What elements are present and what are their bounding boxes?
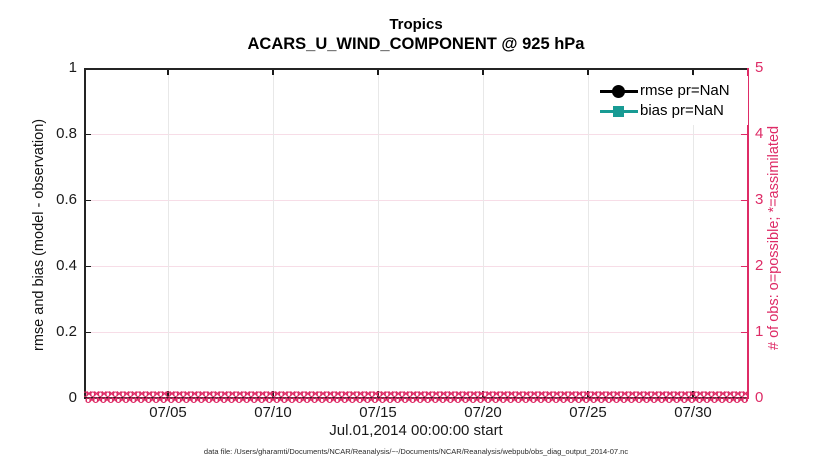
legend-item: rmse pr=NaN [592, 81, 748, 101]
right-axis-tick [741, 199, 748, 201]
axis-spine-left [84, 68, 86, 399]
left-axis-tick-label: 0 [68, 389, 77, 406]
x-axis-tick [377, 391, 379, 398]
x-axis-top-tick [587, 68, 589, 75]
right-y-axis-label: # of obs: o=possible; *=assimilated [766, 125, 782, 350]
left-axis-tick-label: 1 [68, 59, 77, 76]
horizontal-gridline [85, 200, 747, 201]
legend-rmse-circle-icon [612, 85, 625, 98]
left-axis-tick-label: 0.6 [56, 191, 77, 208]
right-axis-tick [741, 133, 748, 135]
assimilated-obs-markers: o×o×o×o×o×o×o×o×o×o×o×o×o×o×o×o×o×o×o×o×… [85, 394, 748, 406]
right-axis-tick-label: 2 [755, 257, 764, 274]
x-axis-tick-label: 07/10 [254, 404, 292, 421]
right-axis-tick-label: 0 [755, 389, 764, 406]
data-file-caption: data file: /Users/gharamti/Documents/NCA… [203, 447, 629, 456]
x-axis-tick-label: 07/30 [674, 404, 712, 421]
left-axis-tick-label: 0.2 [56, 323, 77, 340]
horizontal-gridline [85, 266, 747, 267]
vertical-gridline [273, 69, 274, 397]
left-axis-tick [84, 199, 91, 201]
left-y-axis-label: rmse and bias (model - observation) [31, 118, 47, 352]
right-axis-tick [741, 331, 748, 333]
x-axis-tick [482, 391, 484, 398]
x-axis-tick [167, 391, 169, 398]
possible-obs-markers: o×o×o×o×o×o×o×o×o×o×o×o×o×o×o×o×o×o×o×o×… [84, 390, 748, 400]
left-axis-tick [84, 265, 91, 267]
right-axis-tick-label: 3 [755, 191, 764, 208]
x-axis-top-tick [167, 68, 169, 75]
left-axis-tick-label: 0.4 [56, 257, 77, 274]
right-axis-tick [741, 265, 748, 267]
right-axis-tick-label: 5 [755, 59, 764, 76]
legend-item-label: bias pr=NaN [640, 102, 724, 119]
axis-spine-top [84, 68, 749, 70]
vertical-gridline [378, 69, 379, 397]
horizontal-gridline [85, 134, 747, 135]
x-axis-tick-label: 07/25 [569, 404, 607, 421]
legend-item: bias pr=NaN [592, 101, 748, 121]
x-axis-top-tick [377, 68, 379, 75]
x-axis-tick-label: 07/05 [149, 404, 187, 421]
axis-spine-right [747, 68, 749, 399]
obs-count-marker-band: o×o×o×o×o×o×o×o×o×o×o×o×o×o×o×o×o×o×o×o×… [84, 390, 748, 407]
x-axis-tick [587, 391, 589, 398]
vertical-gridline [588, 69, 589, 397]
plot-title-variable: ACARS_U_WIND_COMPONENT @ 925 hPa [247, 35, 585, 53]
horizontal-gridline [85, 332, 747, 333]
x-axis-tick [692, 391, 694, 398]
x-axis-tick-label: 07/20 [464, 404, 502, 421]
legend: rmse pr=NaN bias pr=NaN [592, 76, 748, 125]
vertical-gridline [693, 69, 694, 397]
x-axis-tick [272, 391, 274, 398]
x-axis-tick-label: 07/15 [359, 404, 397, 421]
x-axis-top-tick [692, 68, 694, 75]
legend-bias-square-icon [613, 106, 624, 117]
x-axis-top-tick [272, 68, 274, 75]
vertical-gridline [168, 69, 169, 397]
x-axis-top-tick [482, 68, 484, 75]
right-axis-tick-label: 4 [755, 125, 764, 142]
left-axis-tick [84, 331, 91, 333]
vertical-gridline [483, 69, 484, 397]
left-axis-tick [84, 133, 91, 135]
right-axis-tick-label: 1 [755, 323, 764, 340]
legend-item-label: rmse pr=NaN [640, 82, 730, 99]
axis-spine-bottom [84, 397, 749, 399]
plot-title-region: Tropics [389, 16, 443, 33]
left-axis-tick-label: 0.8 [56, 125, 77, 142]
x-axis-label: Jul.01,2014 00:00:00 start [329, 422, 503, 439]
